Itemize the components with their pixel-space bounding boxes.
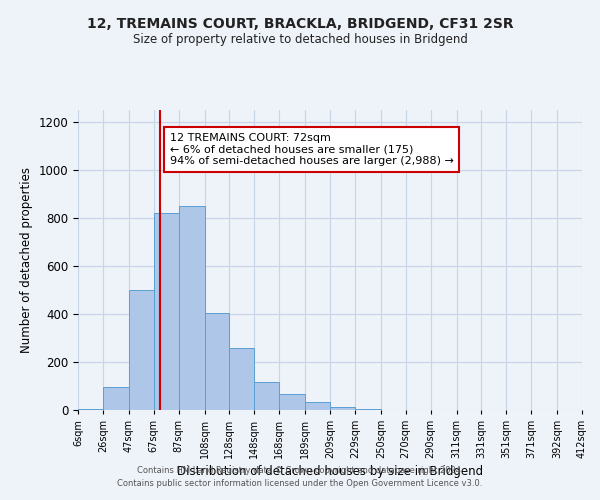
Text: 12 TREMAINS COURT: 72sqm
← 6% of detached houses are smaller (175)
94% of semi-d: 12 TREMAINS COURT: 72sqm ← 6% of detache…: [170, 133, 454, 166]
Bar: [179, 206, 205, 410]
Bar: [78, 409, 103, 410]
Bar: [305, 402, 330, 410]
Bar: [279, 394, 305, 410]
X-axis label: Distribution of detached houses by size in Bridgend: Distribution of detached houses by size …: [177, 466, 483, 478]
Bar: [129, 290, 154, 410]
Y-axis label: Number of detached properties: Number of detached properties: [20, 167, 33, 353]
Bar: [229, 348, 254, 410]
Text: Contains HM Land Registry data © Crown copyright and database right 2024.
Contai: Contains HM Land Registry data © Crown c…: [118, 466, 482, 487]
Bar: [254, 382, 279, 410]
Bar: [205, 313, 229, 410]
Text: Size of property relative to detached houses in Bridgend: Size of property relative to detached ho…: [133, 32, 467, 46]
Bar: [330, 407, 355, 410]
Bar: [103, 387, 129, 410]
Bar: [154, 213, 179, 410]
Text: 12, TREMAINS COURT, BRACKLA, BRIDGEND, CF31 2SR: 12, TREMAINS COURT, BRACKLA, BRIDGEND, C…: [86, 18, 514, 32]
